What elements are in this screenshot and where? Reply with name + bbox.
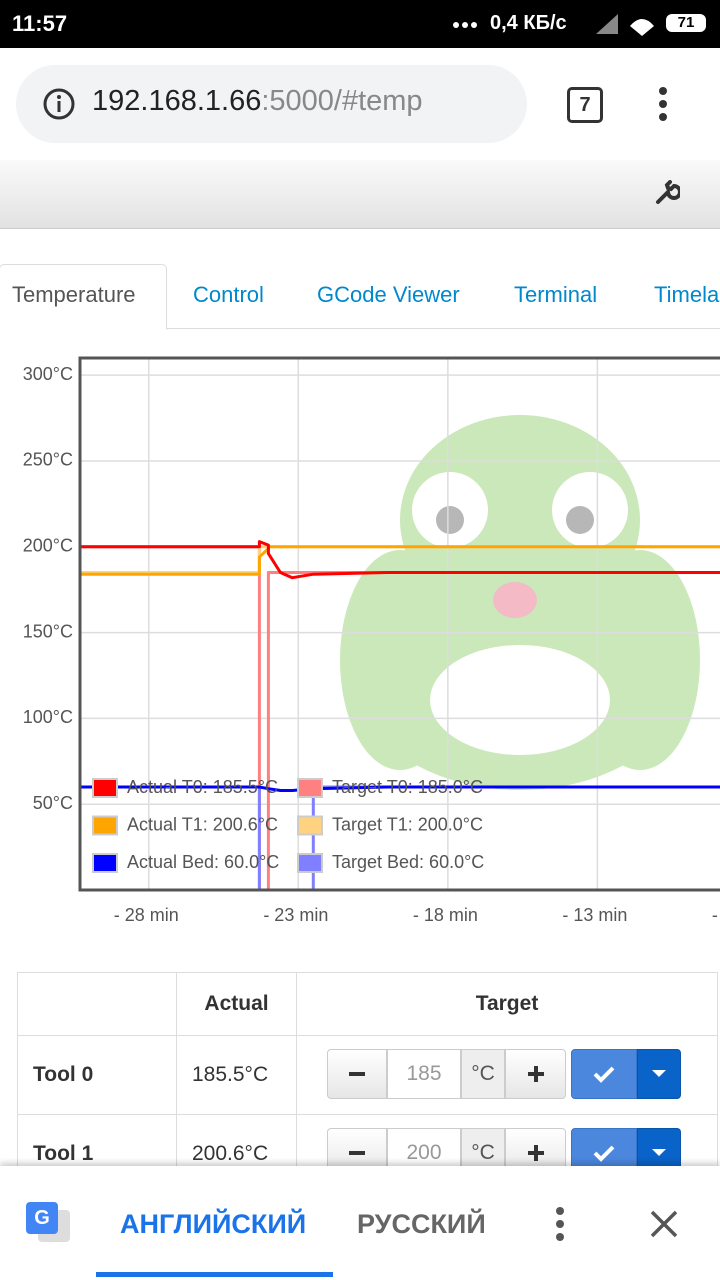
tab[interactable]: Timela — [654, 282, 720, 307]
menu-icon[interactable] — [655, 86, 671, 122]
legend-label: Target T0: 185.0°C — [332, 777, 483, 797]
target-control: 185 °C — [312, 1049, 702, 1101]
legend-swatch — [92, 815, 118, 836]
target-input[interactable]: 185 — [387, 1049, 461, 1099]
status-bar: 11:57 0,4 КБ/с 71 — [0, 0, 720, 48]
x-tick-label: - 18 min — [413, 905, 478, 925]
x-tick-label: - — [712, 905, 718, 925]
plot-frame — [78, 356, 720, 892]
tool-name: Tool 0 — [17, 1035, 177, 1115]
plus-button[interactable] — [505, 1049, 566, 1099]
svg-text:G: G — [34, 1207, 50, 1229]
tab-bar: Temperature Control GCode Viewer Termina… — [0, 264, 720, 330]
x-tick-label: - 13 min — [562, 905, 627, 925]
actual: 185.5°C — [176, 1035, 297, 1115]
minus-button[interactable] — [327, 1049, 387, 1099]
legend-swatch — [92, 853, 118, 873]
legend-label: Actual T0: 185.5°C — [127, 777, 278, 797]
header-row: Actual Target — [17, 972, 718, 1036]
omnibox[interactable] — [16, 65, 527, 143]
y-tick-label: 50°C — [33, 793, 73, 813]
wrench-icon[interactable] — [654, 180, 680, 206]
target-cell: 185 °C — [296, 1035, 718, 1115]
close-icon[interactable] — [650, 1210, 678, 1238]
y-tick-label: 100°C — [23, 707, 73, 727]
y-tick-label: 200°C — [23, 536, 73, 556]
row: Tool 0 185.5°C 185 °C — [17, 1035, 718, 1115]
series-line — [80, 785, 720, 892]
url-path: :5000/#temp — [261, 85, 423, 117]
header-cell — [17, 972, 177, 1036]
legend-label: Actual T1: 200.6°C — [127, 814, 278, 834]
legend-label: Target Bed: 60.0°C — [332, 852, 484, 872]
active-tab[interactable] — [0, 264, 167, 330]
x-tick-label: - 23 min — [263, 905, 328, 925]
tab[interactable]: Terminal — [514, 282, 598, 307]
unit: °C — [461, 1049, 505, 1099]
legend-swatch — [297, 778, 323, 798]
dots-icon — [453, 22, 477, 28]
url[interactable]: 192.168.1.66:5000/#temp — [92, 85, 423, 118]
selected-indicator — [96, 1272, 333, 1277]
info-icon[interactable] — [42, 87, 76, 121]
tab[interactable]: GCode Viewer — [317, 282, 460, 307]
legend-swatch — [297, 815, 323, 836]
dropdown-button[interactable] — [637, 1049, 681, 1099]
header-cell: Target — [296, 972, 718, 1036]
set-button[interactable] — [571, 1049, 637, 1099]
translate-icon: G — [26, 1202, 70, 1242]
more-icon[interactable] — [552, 1206, 568, 1242]
watermark — [340, 415, 700, 790]
y-tick-label: 300°C — [23, 364, 73, 384]
y-tick-label: 250°C — [23, 450, 73, 470]
x-tick-label: - 28 min — [114, 905, 179, 925]
series-line — [80, 545, 720, 576]
chart: 50°C 100°C 150°C 200°C 250°C 300°C - 28 min - 2… — [23, 356, 720, 925]
series-line — [80, 540, 720, 580]
battery: 71 — [666, 14, 706, 32]
temperature-table: Actual Target Tool 0 185.5°C 185 °C Tool… — [17, 972, 718, 1194]
header-cell: Actual — [176, 972, 297, 1036]
legend-label: Target T1: 200.0°C — [332, 814, 483, 834]
translate-bar: G АНГЛИЙСКИЙ РУССКИЙ — [0, 1166, 720, 1280]
tab[interactable]: Control — [193, 282, 264, 307]
clock: 11:57 — [12, 11, 68, 36]
url-bar: 192.168.1.66:5000/#temp 7 — [0, 48, 720, 160]
net-speed: 0,4 КБ/с — [490, 12, 567, 34]
app-toolbar — [0, 160, 720, 229]
y-tick-label: 150°C — [23, 621, 73, 641]
legend-swatch — [92, 778, 118, 798]
source-language[interactable]: АНГЛИЙСКИЙ — [120, 1209, 307, 1239]
tab[interactable]: Temperature — [12, 282, 136, 307]
url-host: 192.168.1.66 — [92, 85, 262, 117]
legend-swatch — [297, 853, 323, 873]
target-language[interactable]: РУССКИЙ — [357, 1209, 486, 1239]
signal-icons — [596, 14, 654, 36]
series-line — [80, 785, 720, 792]
legend-label: Actual Bed: 60.0°C — [127, 852, 279, 872]
tab-count[interactable]: 7 — [567, 87, 603, 123]
